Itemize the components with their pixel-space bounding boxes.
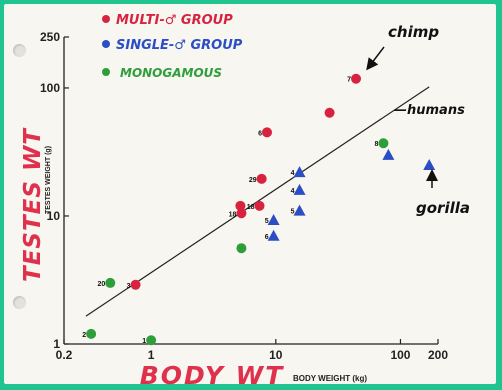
legend-label-multi: MULTI-♂ GROUP xyxy=(116,13,233,28)
x-tick-label: 100 xyxy=(390,348,410,362)
data-point-label: 6 xyxy=(265,234,269,241)
handwritten-y-label: TESTES WT xyxy=(20,127,46,282)
data-point-multi-male xyxy=(256,173,267,184)
data-point-label: 7 xyxy=(347,77,351,84)
data-point-label: 5 xyxy=(291,209,295,216)
data-point-single-male xyxy=(267,214,280,226)
x-axis-label: BODY WEIGHT (kg) xyxy=(293,374,367,383)
annotation-gorilla: gorilla xyxy=(416,199,470,217)
data-point-single-male xyxy=(293,204,306,216)
data-point-single-male xyxy=(423,159,436,171)
data-point-label: 18 xyxy=(229,211,237,218)
x-tick-label: 1 xyxy=(148,348,155,362)
x-tick-label: 200 xyxy=(428,348,448,362)
y-tick-label: 10 xyxy=(47,209,61,223)
data-point-multi-male xyxy=(236,208,247,219)
data-point-label: 5 xyxy=(265,218,269,225)
y-tick-label: 250 xyxy=(40,30,60,44)
data-point-label: 8 xyxy=(375,141,379,148)
data-point-label: 4 xyxy=(291,188,295,195)
y-ticks: 1 10 100 250 xyxy=(40,30,69,351)
annotations: chimp —humans gorilla xyxy=(366,23,470,217)
annotation-chimp-arrow xyxy=(366,46,385,71)
legend-marker-monogamous xyxy=(102,68,110,76)
handwritten-x-label: BODY WT xyxy=(140,361,285,390)
punch-hole xyxy=(13,44,26,57)
data-point-label: 29 xyxy=(249,177,257,184)
data-point-monogamous xyxy=(105,277,116,288)
annotation-humans: —humans xyxy=(394,103,465,118)
data-point-label: 20 xyxy=(97,281,105,288)
data-point-single-male xyxy=(382,148,395,160)
data-point-monogamous xyxy=(146,335,157,346)
legend-label-single: SINGLE-♂ GROUP xyxy=(116,38,243,53)
legend-marker-single xyxy=(102,40,110,48)
x-tick-label: 0.2 xyxy=(56,348,73,362)
paper-sheet xyxy=(4,4,496,384)
y-axis-label: TESTES WEIGHT (g) xyxy=(45,146,52,214)
x-ticks: 0.2 1 10 100 200 xyxy=(56,339,448,362)
annotation-chimp: chimp xyxy=(388,23,439,41)
data-point-single-male xyxy=(293,183,306,195)
data-point-label: 2 xyxy=(82,332,86,339)
legend-label-monogamous: MONOGAMOUS xyxy=(120,66,222,80)
x-tick-label: 10 xyxy=(269,348,283,362)
legend: MULTI-♂ GROUP SINGLE-♂ GROUP MONOGAMOUS xyxy=(102,13,243,80)
y-tick-label: 1 xyxy=(53,337,60,351)
data-point-multi-male xyxy=(130,279,141,290)
data-point-multi-male xyxy=(235,200,246,211)
data-point-multi-male xyxy=(324,107,335,118)
data-point-monogamous xyxy=(86,328,97,339)
y-tick-label: 100 xyxy=(40,81,60,95)
data-point-monogamous xyxy=(236,243,247,254)
data-point-single-male xyxy=(293,166,306,178)
data-point-label: 1 xyxy=(142,338,146,345)
axes xyxy=(63,37,438,345)
data-point-label: 4 xyxy=(291,170,295,177)
data-point-monogamous xyxy=(378,138,389,149)
data-point-multi-male xyxy=(351,73,362,84)
data-point-multi-male xyxy=(262,127,273,138)
data-point-label: 18 xyxy=(247,204,255,211)
data-point-label: 6 xyxy=(258,130,262,137)
legend-marker-multi xyxy=(102,15,110,23)
data-point-single-male xyxy=(267,229,280,241)
data-point-multi-male xyxy=(254,200,265,211)
data-point-label: 3 xyxy=(127,283,131,290)
punch-hole xyxy=(13,296,26,309)
